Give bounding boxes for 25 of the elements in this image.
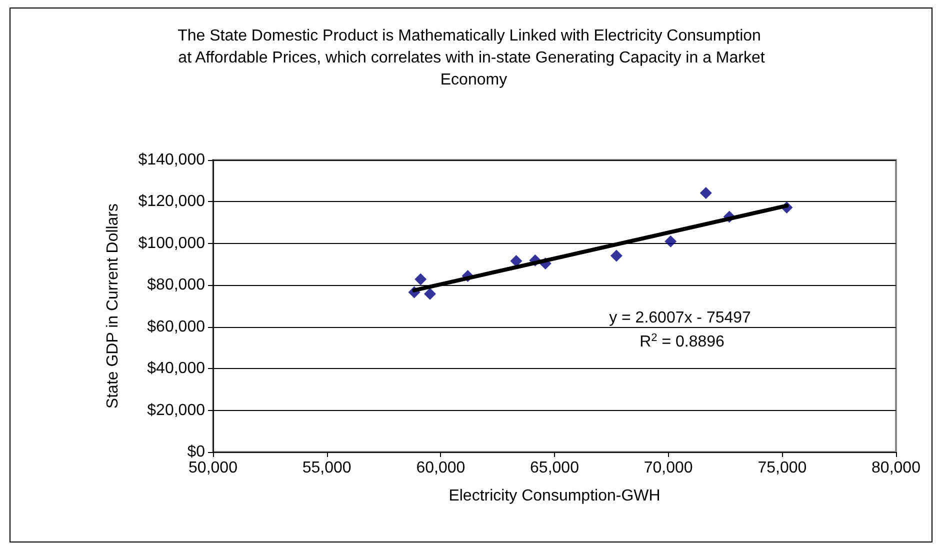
y-tick-label: $80,000 [147,276,206,294]
y-tick-label: $60,000 [147,318,206,336]
point [414,273,427,286]
y-tick-label: $120,000 [138,193,206,210]
point [610,250,622,262]
point [700,186,712,199]
x-tick-label: 75,000 [758,460,807,476]
point [510,254,522,267]
x-tick-label: 70,000 [644,460,693,476]
y-tick-label: $140,000 [138,152,206,168]
x-tick-label: 65,000 [530,460,580,476]
x-axis-title: Electricity Consumption-GWH [448,488,660,504]
y-axis-title: State GDP in Current Dollars [104,203,122,409]
point [664,235,677,248]
y-tick-label: $40,000 [147,360,206,378]
y-tick-label: $20,000 [147,402,206,419]
x-tick-label: 55,000 [302,460,352,476]
chart-title: The State Domestic Product is Mathematically Linked with Electricity Consumption at Affordable Prices, which correlates with in-state Generating Capacity in a Market Economy [178,28,766,88]
point [424,288,436,300]
x-tick-label: 80,000 [872,460,921,476]
annotation: y = 2.6007x - 75497 [609,310,752,326]
x-tick-label: 50,000 [188,460,238,476]
x-tick-label: 60,000 [416,460,466,476]
y-tick-label: $0 [187,444,206,460]
y-tick-label: $100,000 [138,234,206,252]
